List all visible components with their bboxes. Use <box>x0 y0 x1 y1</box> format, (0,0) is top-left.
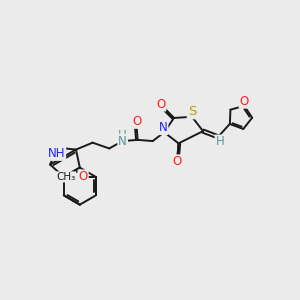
Text: N: N <box>118 134 127 148</box>
Text: O: O <box>132 115 141 128</box>
Text: S: S <box>188 105 196 118</box>
Text: NH: NH <box>48 147 65 160</box>
Text: O: O <box>173 155 182 168</box>
Text: O: O <box>79 170 88 183</box>
Text: H: H <box>118 130 127 142</box>
Text: O: O <box>240 95 249 108</box>
Text: N: N <box>159 121 167 134</box>
Text: H: H <box>215 136 224 148</box>
Text: CH₃: CH₃ <box>56 172 76 182</box>
Text: O: O <box>156 98 165 111</box>
